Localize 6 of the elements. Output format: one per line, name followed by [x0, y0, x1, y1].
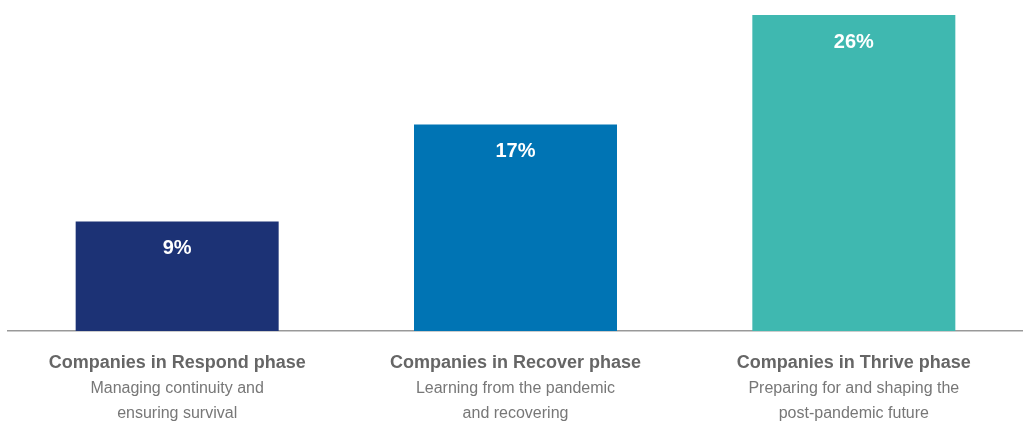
x-tick-label: Companies in Respond phase Managing continuity and ensuring survival [48, 352, 306, 421]
x-tick-label: Companies in Thrive phase Preparing for and shaping the post-pandemic future [736, 352, 971, 421]
x-tick-label: Companies in Recover phase Learning from the pandemic and recovering [389, 352, 642, 421]
data-label: 17% [495, 138, 536, 161]
data-label: 9% [162, 236, 192, 259]
data-label: 26% [833, 29, 875, 52]
